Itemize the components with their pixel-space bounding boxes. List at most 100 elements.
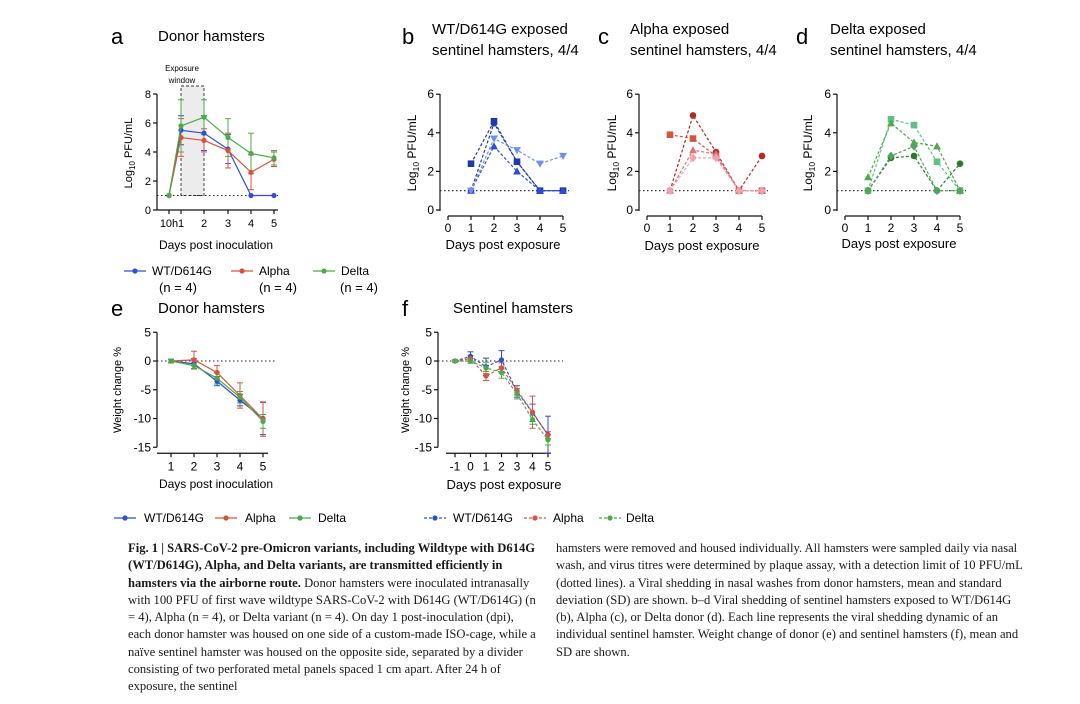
svg-text:(n = 4): (n = 4)	[159, 280, 197, 295]
panel-title: Donor hamsters	[158, 28, 265, 45]
y-tick-label: 6	[145, 118, 151, 130]
data-point	[529, 417, 536, 423]
plot-area: 0 2 4 6 0 1 2 3 4 5	[626, 87, 768, 235]
svg-text:Alpha: Alpha	[245, 511, 276, 525]
panel-a: a Donor hamsters Exposure window Log10 P…	[111, 24, 378, 295]
legend-item-alpha: Alpha (n = 4)	[231, 264, 297, 295]
y-tick-label: 2	[145, 176, 151, 188]
figure-caption-left: Fig. 1 | SARS-CoV-2 pre-Omicron variants…	[128, 540, 538, 696]
x-tick-label: 10h	[160, 218, 178, 230]
data-point	[166, 192, 172, 199]
x-tick-label: 4	[248, 218, 254, 230]
figure-caption-body: hamsters were removed and housed individ…	[556, 541, 1023, 659]
data-point	[237, 394, 243, 400]
panel-title: WT/D614G exposed	[432, 21, 568, 38]
data-point	[513, 158, 521, 166]
x-tick-label: 2	[498, 459, 505, 473]
series-line	[168, 136, 275, 196]
figure-caption-title: Fig. 1 | SARS-CoV-2 pre-Omicron variants…	[128, 541, 536, 590]
data-point	[490, 119, 498, 127]
y-axis-label: Weight change %	[400, 347, 412, 433]
exposure-label: Exposure	[165, 64, 199, 73]
data-point	[271, 155, 277, 161]
exposure-label: window	[168, 76, 196, 85]
x-tick-label: 0	[467, 459, 474, 473]
x-tick-label: 1	[468, 221, 475, 235]
data-point	[666, 131, 674, 139]
legend: WT/D614G Alpha Delta	[114, 511, 346, 525]
y-tick-label: 4	[824, 126, 831, 140]
x-tick-label: 3	[911, 221, 918, 235]
y-axis-label: Weight change %	[112, 347, 124, 433]
series-line	[470, 119, 563, 192]
panel-title: Delta exposed	[830, 21, 926, 38]
data-point	[483, 373, 489, 379]
data-point	[956, 160, 964, 167]
series-line	[168, 116, 275, 196]
y-tick-label: 5	[144, 325, 151, 339]
data-point	[910, 152, 918, 160]
data-point	[248, 150, 254, 157]
y-tick-label: -15	[134, 440, 152, 454]
data-point	[214, 369, 220, 376]
data-point	[689, 112, 697, 119]
svg-text:Delta: Delta	[626, 511, 654, 525]
data-point	[191, 357, 197, 363]
y-axis-label: Log10 PFU/mL	[801, 114, 817, 191]
figure-caption-body: Donor hamsters were inoculated intranasa…	[128, 575, 536, 694]
x-tick-label: 0	[644, 221, 651, 235]
data-point	[452, 358, 458, 364]
panel-f: f Sentinel hamsters Weight change % 5 0 -5…	[400, 296, 654, 525]
data-point	[225, 134, 231, 141]
svg-text:Alpha: Alpha	[553, 511, 584, 525]
data-point	[545, 437, 551, 443]
y-tick-label: 2	[427, 164, 434, 178]
panel-title: Donor hamsters	[158, 300, 265, 317]
x-axis-label: Days post exposure	[645, 238, 760, 253]
data-point	[201, 130, 207, 136]
y-tick-label: 8	[145, 89, 151, 101]
data-point	[513, 167, 521, 175]
data-point	[536, 186, 544, 194]
series-line	[669, 134, 762, 192]
svg-text:Delta: Delta	[318, 511, 346, 525]
y-tick-label: -10	[134, 412, 152, 426]
svg-text:WT/D614G: WT/D614G	[144, 511, 204, 525]
legend-item-wt: WT/D614G (n = 4)	[124, 264, 212, 295]
y-tick-label: 6	[824, 87, 831, 101]
data-point	[689, 146, 697, 154]
y-tick-label: -15	[415, 440, 433, 454]
legend-item-delta: Delta (n = 4)	[313, 264, 378, 295]
data-point	[201, 137, 207, 143]
data-point	[536, 160, 544, 168]
data-point	[191, 363, 197, 369]
svg-text:(n = 4): (n = 4)	[259, 280, 297, 295]
x-tick-label: 3	[713, 221, 720, 235]
y-tick-label: 4	[626, 126, 633, 140]
series-line	[168, 129, 274, 197]
x-tick-label: 1	[168, 459, 175, 473]
data-point	[260, 418, 266, 424]
y-axis-label: Log10 PFU/mL	[123, 118, 137, 189]
x-axis-label: Days post exposure	[446, 237, 561, 252]
data-point	[498, 365, 505, 371]
panel-title: Sentinel hamsters	[453, 300, 573, 317]
data-point	[498, 369, 505, 376]
legend-item-delta: Delta	[599, 511, 654, 525]
svg-text:(n = 4): (n = 4)	[340, 280, 378, 295]
legend-item-alpha: Alpha	[215, 511, 276, 525]
x-tick-label: 2	[491, 221, 498, 235]
panel-letter: d	[796, 24, 808, 49]
data-point	[529, 409, 536, 415]
panel-title: sentinel hamsters, 4/4	[630, 42, 777, 59]
panel-letter: b	[402, 24, 414, 49]
panel-c: c Alpha exposed sentinel hamsters, 4/4 L…	[598, 21, 777, 253]
x-tick-label: 4	[736, 221, 743, 235]
data-point	[201, 114, 207, 120]
x-tick-label: 1	[178, 218, 184, 230]
panel-title: sentinel hamsters, 4/4	[830, 42, 977, 59]
y-tick-label: 0	[144, 354, 151, 368]
y-tick-label: -5	[140, 383, 151, 397]
panel-e: e Donor hamsters Weight change % 5 0 -5 -10…	[111, 296, 346, 525]
svg-text:Delta: Delta	[341, 264, 369, 278]
